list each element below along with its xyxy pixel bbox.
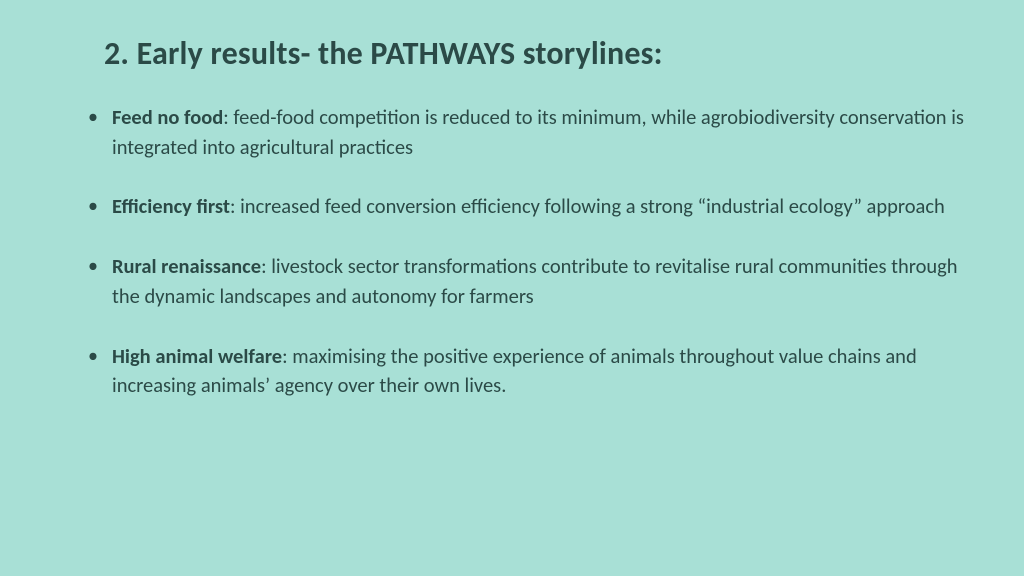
list-item: Efficiency first: increased feed convers… [88,192,964,222]
list-item: High animal welfare: maximising the posi… [88,342,964,401]
bullet-term: Efficiency first [112,193,230,219]
bullet-term: Feed no food [112,104,223,130]
bullet-list: Feed no food: feed-food competition is r… [60,103,964,401]
bullet-desc: : increased feed conversion efficiency f… [230,193,945,219]
bullet-term: High animal welfare [112,343,282,369]
list-item: Rural renaissance: livestock sector tran… [88,252,964,311]
slide-title: 2. Early results- the PATHWAYS storyline… [104,34,964,73]
bullet-desc: : feed-food competition is reduced to it… [112,104,964,160]
list-item: Feed no food: feed-food competition is r… [88,103,964,162]
bullet-term: Rural renaissance [112,253,261,279]
